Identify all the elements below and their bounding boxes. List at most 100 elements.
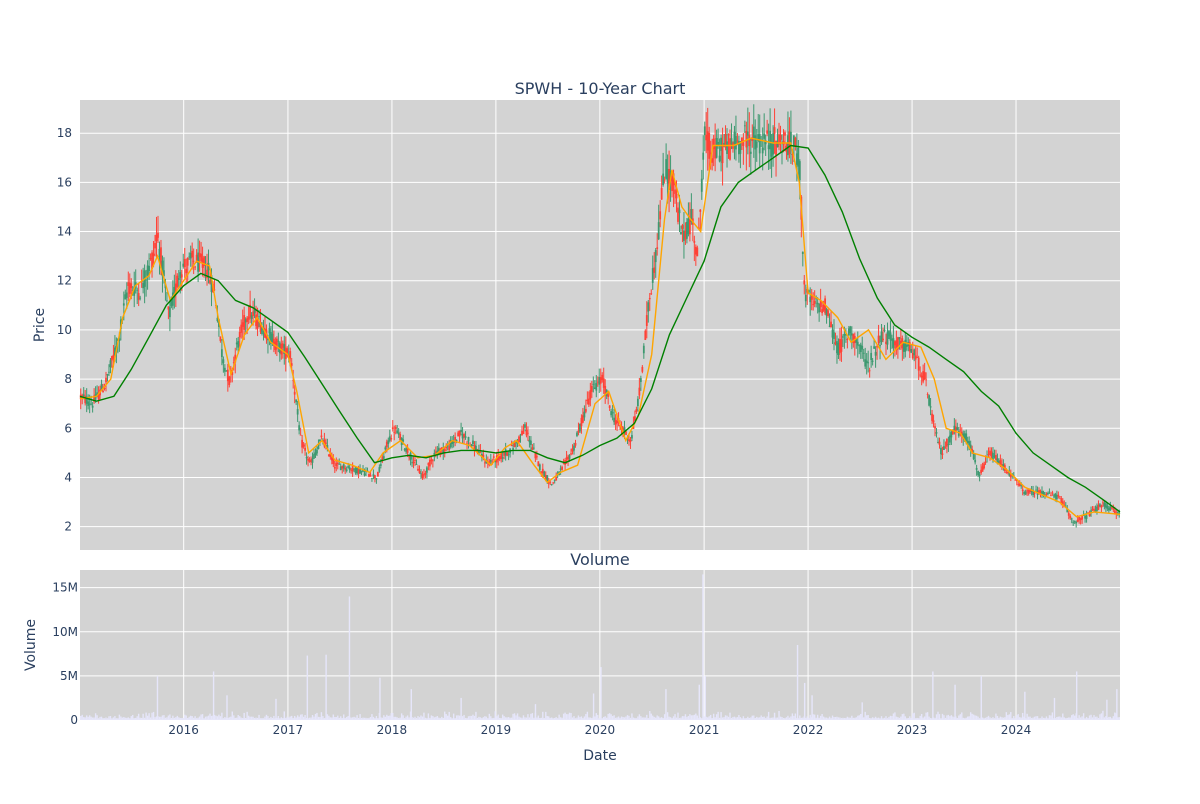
- volume-bar: [1093, 715, 1095, 720]
- candle-body: [735, 136, 737, 150]
- volume-bar: [845, 717, 847, 720]
- volume-bar: [527, 714, 529, 720]
- volume-bar: [488, 713, 491, 720]
- candle-body: [384, 447, 387, 450]
- volume-bar: [867, 715, 869, 720]
- volume-bar: [270, 716, 272, 720]
- price-y-tick-label: 6: [64, 421, 72, 435]
- volume-bar: [907, 718, 909, 720]
- candle-body: [243, 315, 246, 330]
- volume-bar: [1047, 718, 1049, 720]
- candle-body: [503, 451, 506, 456]
- volume-bar: [374, 718, 376, 720]
- candle-body: [971, 449, 974, 453]
- volume-bar: [705, 716, 707, 720]
- candle-body: [1006, 471, 1009, 473]
- volume-bar: [200, 714, 202, 720]
- volume-bar: [958, 715, 960, 720]
- volume-bar: [525, 717, 528, 720]
- volume-bar: [371, 714, 373, 720]
- volume-bar: [717, 711, 719, 720]
- volume-bar: [179, 718, 181, 720]
- candle-body: [222, 359, 225, 364]
- candle-body: [1078, 516, 1081, 521]
- volume-bar: [368, 717, 370, 720]
- candle-body: [555, 477, 558, 481]
- candle-body: [593, 387, 596, 390]
- volume-bar: [132, 714, 134, 720]
- volume-bar: [302, 716, 305, 720]
- volume-bar: [631, 713, 633, 720]
- candle-body: [859, 344, 862, 352]
- x-tick-label: 2018: [377, 723, 408, 737]
- candle-body: [932, 420, 935, 423]
- volume-bar: [387, 715, 389, 720]
- candle-body: [888, 330, 890, 337]
- candle-body: [794, 137, 797, 147]
- volume-bar: [1097, 718, 1100, 720]
- volume-bar: [175, 717, 177, 720]
- volume-bar: [285, 717, 287, 720]
- volume-bar: [964, 718, 966, 720]
- candle-body: [928, 395, 930, 406]
- candle-body: [458, 430, 461, 437]
- candle-body: [246, 318, 249, 322]
- candle-body: [163, 270, 165, 276]
- volume-bar: [409, 711, 412, 720]
- volume-spike-bar: [592, 693, 595, 720]
- volume-bar: [784, 718, 786, 720]
- candle-body: [344, 467, 347, 470]
- volume-bar: [381, 717, 384, 720]
- volume-bar: [500, 718, 502, 720]
- volume-bar: [161, 715, 164, 720]
- volume-bar: [1042, 717, 1045, 720]
- volume-bar: [909, 716, 911, 720]
- volume-bar: [255, 717, 257, 720]
- candle-body: [565, 457, 568, 460]
- volume-spike-bar: [306, 655, 309, 720]
- candle-body: [329, 452, 332, 458]
- volume-bar: [439, 718, 441, 720]
- volume-bar: [770, 717, 773, 720]
- volume-bar: [1100, 713, 1103, 720]
- candle-body: [226, 369, 229, 382]
- candle-body: [729, 138, 731, 160]
- candle-body: [941, 453, 944, 455]
- candle-body: [405, 448, 408, 452]
- candle-body: [752, 126, 755, 138]
- volume-bar: [632, 717, 635, 720]
- candle-body: [681, 225, 684, 229]
- volume-bar: [81, 714, 83, 720]
- volume-bar: [886, 718, 889, 720]
- candle-body: [451, 440, 454, 445]
- candle-body: [118, 338, 121, 342]
- candle-body: [993, 455, 996, 457]
- candle-body: [176, 275, 179, 287]
- volume-bar: [533, 717, 535, 720]
- candle-body: [898, 337, 901, 340]
- candle-body: [281, 343, 284, 348]
- volume-bar: [842, 717, 844, 720]
- candle-body: [347, 466, 350, 468]
- volume-bar: [424, 717, 427, 720]
- volume-bar: [118, 714, 121, 720]
- candle-body: [314, 452, 317, 456]
- volume-bar: [967, 716, 969, 720]
- volume-bar: [773, 712, 776, 720]
- volume-bar: [496, 716, 498, 720]
- volume-bar: [628, 715, 630, 720]
- candle-body: [671, 176, 673, 192]
- candle-body: [574, 442, 577, 446]
- candle-body: [442, 449, 445, 454]
- volume-bar: [839, 717, 841, 720]
- volume-bar: [812, 714, 814, 720]
- volume-bar: [504, 717, 507, 720]
- candle-body: [475, 445, 477, 451]
- candle-body: [882, 338, 884, 341]
- volume-bar: [880, 716, 883, 720]
- volume-bar: [922, 717, 924, 720]
- volume-spike-bar: [796, 645, 799, 720]
- volume-bar: [201, 714, 204, 720]
- candle-body: [868, 370, 871, 372]
